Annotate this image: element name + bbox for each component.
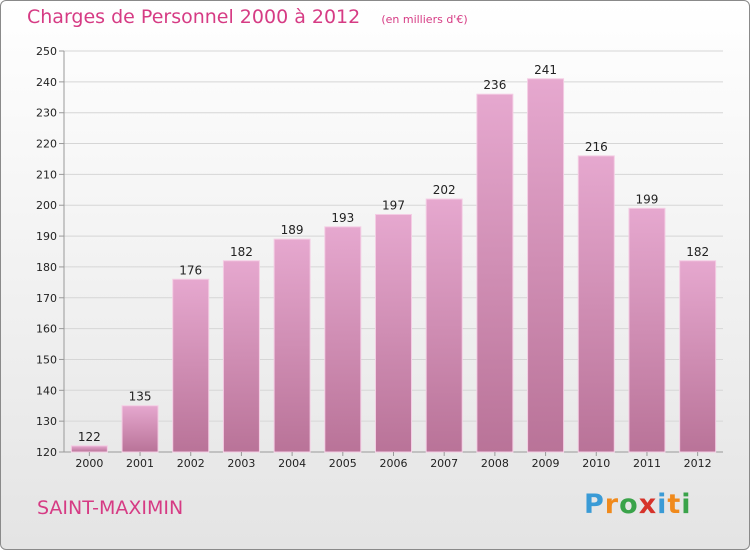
y-tick-label: 220 — [36, 138, 57, 151]
value-label-2000: 122 — [78, 430, 101, 444]
value-label-2005: 193 — [331, 211, 354, 225]
logo-letter: i — [681, 489, 692, 520]
x-tick-label-2010: 2010 — [582, 457, 610, 470]
x-tick-label-2000: 2000 — [75, 457, 103, 470]
value-label-2012: 182 — [686, 245, 709, 259]
x-tick-label-2008: 2008 — [481, 457, 509, 470]
x-tick-label-2004: 2004 — [278, 457, 306, 470]
y-tick-label: 250 — [36, 45, 57, 58]
y-tick-label: 200 — [36, 199, 57, 212]
x-tick-label-2007: 2007 — [430, 457, 458, 470]
bar-2006 — [375, 213, 412, 453]
bar-2012 — [679, 260, 717, 453]
bar-2011 — [628, 207, 666, 453]
y-tick-label: 180 — [36, 261, 57, 274]
y-tick-label: 230 — [36, 107, 57, 120]
bar-2008 — [476, 93, 514, 453]
x-tick-label-2002: 2002 — [177, 457, 205, 470]
value-label-2008: 236 — [483, 78, 506, 92]
proxiti-logo: Proxiti — [584, 489, 692, 520]
x-tick-label-2001: 2001 — [126, 457, 154, 470]
bar-2010 — [577, 155, 615, 453]
y-tick-label: 170 — [36, 292, 57, 305]
town-name: SAINT-MAXIMIN — [37, 497, 184, 519]
x-tick-label-2006: 2006 — [380, 457, 408, 470]
value-label-2009: 241 — [534, 63, 557, 77]
value-label-2001: 135 — [129, 390, 152, 404]
x-tick-label-2003: 2003 — [227, 457, 255, 470]
value-label-2007: 202 — [433, 183, 456, 197]
x-tick-label-2011: 2011 — [633, 457, 661, 470]
value-label-2004: 189 — [281, 223, 304, 237]
logo-letter: o — [619, 489, 639, 520]
bar-2007 — [425, 198, 463, 453]
chart-title: Charges de Personnel 2000 à 2012 — [27, 6, 361, 28]
logo-letter: x — [638, 489, 658, 520]
y-tick-label: 150 — [36, 353, 57, 366]
bar-2005 — [324, 226, 362, 453]
value-label-2011: 199 — [636, 192, 659, 206]
x-tick-label-2009: 2009 — [532, 457, 560, 470]
x-tick-label-2005: 2005 — [329, 457, 357, 470]
value-label-2010: 216 — [585, 140, 608, 154]
logo-letter: i — [657, 489, 668, 520]
value-label-2002: 176 — [179, 263, 202, 277]
y-tick-label: 140 — [36, 384, 57, 397]
y-tick-label: 190 — [36, 230, 57, 243]
bar-2004 — [273, 238, 311, 453]
value-label-2003: 182 — [230, 245, 253, 259]
value-label-2006: 197 — [382, 198, 405, 212]
bar-2009 — [527, 78, 565, 453]
x-tick-label-2012: 2012 — [684, 457, 712, 470]
title-block: Charges de Personnel 2000 à 2012 (en mil… — [27, 6, 468, 28]
chart-subtitle: (en milliers d'€) — [381, 13, 468, 26]
bar-2002 — [172, 278, 210, 453]
bar-2003 — [222, 260, 260, 453]
bar-2000 — [70, 445, 108, 453]
y-tick-label: 120 — [36, 446, 57, 459]
y-tick-label: 240 — [36, 76, 57, 89]
logo-letter: r — [604, 489, 620, 520]
bar-2001 — [121, 405, 159, 453]
logo-letter: t — [667, 489, 682, 520]
y-tick-label: 160 — [36, 323, 57, 336]
y-tick-label: 210 — [36, 168, 57, 181]
logo-letter: P — [584, 489, 605, 520]
y-tick-label: 130 — [36, 415, 57, 428]
